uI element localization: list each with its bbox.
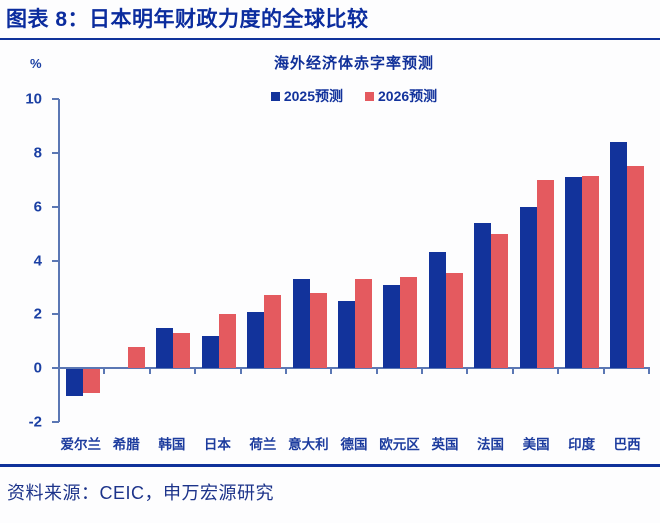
bar-series1-cat11	[581, 175, 599, 369]
x-axis-label-1: 希腊	[112, 437, 140, 452]
y-axis-unit-label: %	[30, 56, 42, 71]
x-axis-tick	[239, 368, 242, 375]
bar-group-2	[151, 99, 196, 422]
x-axis-tick	[421, 368, 424, 375]
bar-series0-cat0	[65, 369, 83, 397]
bar-series0-cat8	[428, 252, 446, 369]
bar-series0-cat7	[383, 284, 401, 369]
x-axis-label-8: 英国	[431, 437, 459, 452]
chart: % 海外经济体赤字率预测 2025预测 2026预测 10 8 6 4 2 0 -2 爱尔兰…	[0, 40, 660, 467]
x-axis-label-3: 日本	[203, 437, 231, 452]
y-axis-tick-label: -2	[28, 413, 42, 431]
bar-series0-cat2	[156, 327, 174, 369]
y-axis-tick-label: 6	[33, 198, 42, 216]
legend-item-2026: 2026预测	[365, 86, 437, 106]
y-axis-tick	[52, 151, 59, 154]
x-axis-label-9: 法国	[477, 437, 505, 452]
bar-group-5	[287, 99, 332, 422]
x-axis-tick	[103, 368, 106, 375]
x-axis-tick	[648, 368, 650, 375]
legend-swatch-2026-icon	[365, 91, 374, 101]
y-axis-tick-label: 4	[33, 252, 42, 269]
bar-series0-cat4	[247, 311, 265, 369]
x-axis-labels: 爱尔兰 希腊 韩国 日本 荷兰 意大利 德国 欧元区 英国 法国 美国 印度 巴西	[58, 433, 650, 453]
x-axis-tick	[466, 368, 469, 375]
bar-group-3	[196, 99, 241, 422]
bar-series1-cat5	[309, 292, 327, 369]
y-axis-tick	[52, 259, 59, 262]
chart-title: 海外经济体赤字率预测	[273, 55, 434, 72]
x-axis-tick	[148, 368, 151, 375]
y-axis-tick	[52, 313, 59, 316]
x-axis-label-5: 意大利	[288, 437, 329, 452]
bar-group-9	[469, 99, 514, 422]
bar-series1-cat7	[400, 276, 418, 369]
y-axis-tick	[52, 98, 59, 100]
x-axis-label-0: 爱尔兰	[60, 437, 102, 452]
bar-group-4	[242, 99, 287, 422]
legend-swatch-2025-icon	[270, 91, 280, 101]
x-axis-label-2: 韩国	[158, 437, 186, 452]
x-axis-label-11: 印度	[568, 437, 596, 452]
bar-series1-cat12	[627, 166, 645, 369]
y-axis-tick-label: 2	[33, 305, 42, 323]
bar-series1-cat1	[128, 346, 146, 369]
bar-series1-cat8	[445, 272, 463, 369]
y-axis-tick-label: 0	[33, 359, 42, 377]
source-note: 资料来源：CEIC，申万宏源研究	[7, 483, 275, 503]
bar-series1-cat2	[173, 333, 191, 369]
y-axis-tick-label: 8	[33, 144, 42, 162]
bar-group-1	[105, 99, 150, 422]
bar-series0-cat12	[610, 142, 628, 369]
bar-series0-cat11	[564, 177, 582, 369]
figure-footer: 资料来源：CEIC，申万宏源研究	[0, 467, 660, 505]
x-axis-tick	[602, 368, 605, 375]
bar-group-10	[514, 99, 559, 422]
bar-series1-cat9	[491, 233, 509, 369]
bar-series0-cat6	[338, 300, 356, 369]
bar-group-6	[332, 99, 377, 422]
bar-series1-cat3	[218, 314, 236, 369]
y-axis-tick	[52, 367, 59, 370]
x-axis-label-4: 荷兰	[249, 437, 277, 452]
y-axis-labels: 10 8 6 4 2 0 -2	[0, 91, 50, 431]
x-axis-tick	[194, 368, 197, 375]
bar-groups	[60, 99, 650, 422]
bar-series1-cat4	[264, 295, 282, 369]
y-axis-tick	[52, 421, 59, 423]
bar-group-11	[559, 99, 604, 422]
legend-label-2025: 2025预测	[283, 88, 343, 104]
x-axis-tick	[557, 368, 560, 375]
bar-series0-cat9	[474, 222, 492, 369]
bar-series0-cat3	[201, 335, 219, 369]
plot-area	[52, 98, 650, 423]
y-axis-tick	[52, 205, 59, 208]
x-axis-baseline	[60, 367, 650, 370]
bar-series1-cat10	[536, 179, 554, 369]
x-axis-label-7: 欧元区	[379, 437, 420, 452]
chart-legend: 2025预测 2026预测	[58, 86, 650, 106]
x-axis-tick	[375, 368, 378, 375]
x-axis-tick	[330, 368, 333, 375]
bar-series1-cat6	[355, 279, 373, 369]
bar-group-7	[378, 99, 423, 422]
figure-header: 图表 8：日本明年财政力度的全球比较	[0, 0, 660, 40]
x-axis-label-12: 巴西	[613, 437, 641, 452]
legend-item-2025: 2025预测	[270, 86, 343, 106]
bar-series1-cat0	[82, 369, 100, 394]
x-axis-tick	[284, 368, 287, 375]
x-axis-label-10: 美国	[522, 437, 550, 452]
x-axis-label-6: 德国	[340, 437, 368, 452]
figure-title: 图表 8：日本明年财政力度的全球比较	[6, 8, 369, 31]
legend-label-2026: 2026预测	[378, 88, 438, 104]
bar-group-8	[423, 99, 468, 422]
bar-series0-cat5	[292, 279, 310, 369]
bar-group-0	[60, 99, 105, 422]
bar-group-12	[605, 99, 650, 422]
x-axis-tick	[511, 368, 514, 375]
y-axis-tick-label: 10	[25, 90, 42, 108]
bar-series0-cat10	[519, 206, 537, 369]
